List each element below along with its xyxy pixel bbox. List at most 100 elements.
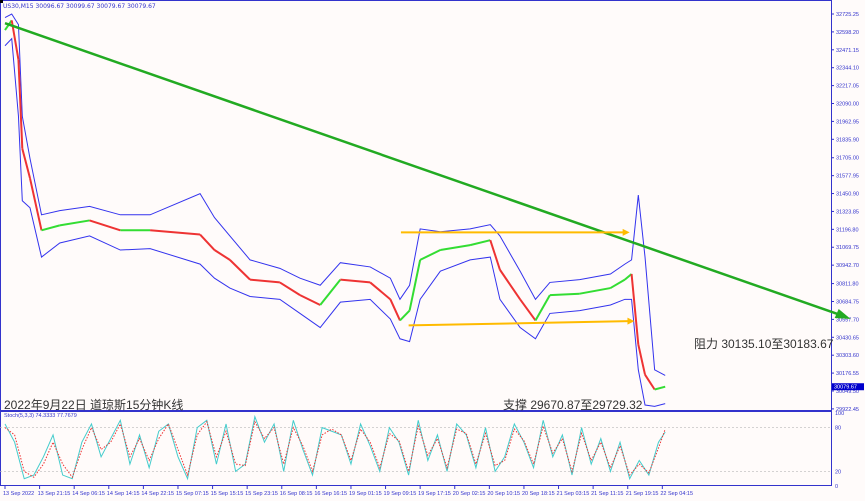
price-segment: [440, 244, 471, 252]
y-tick-label: 31323.85: [836, 209, 859, 215]
current-price-label: 30079.67: [834, 385, 857, 391]
price-segment: [89, 219, 121, 232]
y-tick-label: 31577.95: [836, 174, 859, 180]
y-tick-label: 31835.90: [836, 137, 859, 143]
price-segment: [499, 269, 521, 300]
price-segment: [624, 273, 633, 281]
support-annotation: 支撑 29670.87至29729.32: [503, 398, 643, 412]
price-segment: [549, 292, 580, 297]
price-segment: [637, 344, 647, 375]
downtrend-line: [4, 22, 842, 317]
upper-band-line: [4, 13, 666, 376]
price-panel-frame: [0, 0, 832, 411]
level-arrow: [408, 320, 629, 327]
y-tick-label: 32598.20: [836, 30, 859, 36]
y-tick-label: 30811.80: [836, 282, 859, 288]
x-tick-label: 13 Sep 21:15: [38, 491, 71, 497]
price-segment: [279, 281, 301, 296]
price-segment: [41, 224, 61, 232]
price-segment: [213, 249, 231, 261]
y-tick-label: 30303.60: [836, 353, 859, 359]
stoch-y-tick-label: 100: [835, 411, 844, 417]
stochastic-label: Stoch(5,3,3) 74.3333 77.7679: [4, 413, 77, 419]
x-tick-label: 19 Sep 01:15: [349, 491, 382, 497]
price-segment: [654, 385, 666, 391]
stoch-y-tick-label: 80: [835, 426, 841, 432]
x-tick-label: 19 Sep 09:15: [384, 491, 417, 497]
current-price-marker: [832, 383, 864, 391]
y-tick-label: 30557.70: [836, 317, 859, 323]
resistance-annotation: 阻力 30135.10至30183.67: [694, 337, 834, 351]
price-segment: [199, 233, 216, 251]
price-segment: [249, 278, 280, 284]
stoch-y-tick-label: 0: [835, 484, 838, 490]
chart-title-annotation: 2022年9月22日 道琼斯15分钟K线: [4, 398, 184, 412]
y-tick-label: 31196.80: [836, 227, 859, 233]
x-tick-label: 14 Sep 22:15: [141, 491, 174, 497]
x-tick-label: 15 Sep 07:15: [176, 491, 209, 497]
price-segment: [519, 298, 537, 322]
price-segment: [469, 239, 491, 247]
y-tick-label: 30176.55: [836, 371, 859, 377]
y-tick-label: 30942.70: [836, 263, 859, 269]
x-tick-label: 16 Sep 08:15: [280, 491, 313, 497]
level-arrowhead: [622, 228, 630, 236]
price-segment: [609, 278, 626, 289]
y-tick-label: 32725.25: [836, 12, 859, 18]
x-tick-label: 20 Sep 02:15: [453, 491, 486, 497]
x-tick-label: 14 Sep 06:15: [72, 491, 105, 497]
price-segment: [419, 249, 441, 261]
x-tick-label: 21 Sep 19:15: [626, 491, 659, 497]
x-tick-label: 15 Sep 23:15: [245, 491, 278, 497]
y-tick-label: 31962.95: [836, 119, 859, 125]
chart-menu-icon: [0, 0, 3, 3]
stochastic-panel-frame: [0, 411, 832, 486]
y-tick-label: 32217.05: [836, 84, 859, 90]
x-tick-label: 20 Sep 10:15: [487, 491, 520, 497]
x-tick-label: 19 Sep 17:15: [418, 491, 451, 497]
y-tick-label: 31450.90: [836, 192, 859, 198]
price-segment: [17, 59, 24, 149]
x-tick-label: 21 Sep 03:15: [557, 491, 590, 497]
trendline-arrowhead: [834, 309, 851, 320]
price-segment: [319, 278, 342, 306]
price-segment: [630, 273, 640, 345]
x-tick-label: 13 Sep 2022: [3, 491, 34, 497]
symbol-info: US30,M15 30096.67 30099.67 30079.67 3007…: [3, 3, 156, 10]
x-tick-label: 14 Sep 14:15: [107, 491, 140, 497]
y-tick-label: 30684.75: [836, 299, 859, 305]
y-tick-label: 32344.10: [836, 66, 859, 72]
stoch-y-tick-label: 20: [835, 469, 841, 475]
price-segment: [408, 259, 422, 311]
x-tick-label: 22 Sep 04:15: [660, 491, 693, 497]
stoch-signal-line: [4, 420, 666, 479]
lower-band-line: [4, 37, 666, 407]
price-segment: [340, 278, 371, 284]
price-segment: [644, 374, 656, 391]
price-segment: [59, 219, 90, 227]
y-tick-label: 31069.75: [836, 245, 859, 251]
x-tick-label: 21 Sep 11:15: [591, 491, 623, 497]
price-segment: [369, 281, 392, 301]
y-tick-label: 30430.65: [836, 335, 859, 341]
y-tick-label: 32090.00: [836, 102, 859, 108]
price-segment: [489, 239, 501, 271]
price-segment: [229, 259, 251, 281]
x-tick-label: 20 Sep 18:15: [522, 491, 555, 497]
x-tick-label: 15 Sep 15:15: [211, 491, 244, 497]
y-tick-label: 30049.50: [836, 389, 859, 395]
y-tick-label: 29922.45: [836, 407, 859, 413]
y-tick-label: 32471.15: [836, 48, 859, 54]
price-segment: [399, 309, 411, 322]
price-segment: [29, 177, 43, 231]
price-segment: [579, 287, 611, 295]
price-segment: [21, 148, 31, 179]
y-tick-label: 31705.00: [836, 156, 859, 162]
price-segment: [150, 229, 201, 236]
level-arrowhead: [627, 317, 635, 325]
x-tick-label: 16 Sep 16:15: [314, 491, 347, 497]
price-segment: [534, 294, 551, 321]
price-segment: [389, 298, 401, 321]
price-segment: [299, 294, 321, 306]
